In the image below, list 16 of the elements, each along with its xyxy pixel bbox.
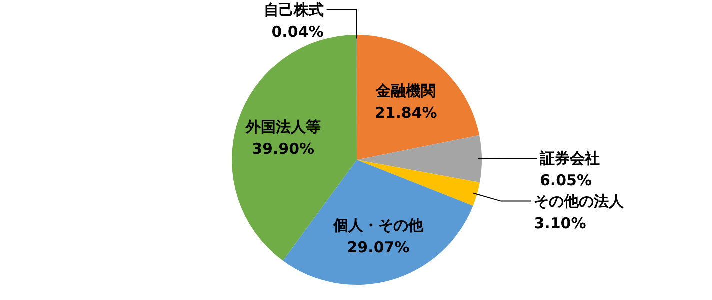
pie-slice	[283, 160, 474, 285]
slice-label: 個人・その他	[332, 216, 425, 234]
data-label: 39.90%	[252, 140, 315, 158]
data-label: 21.84%	[374, 104, 438, 122]
data-label: 6.05%	[540, 172, 592, 190]
pie-slice	[357, 135, 482, 183]
data-label: 3.10%	[534, 214, 586, 232]
slice-label: 金融機関	[375, 82, 436, 100]
pie-slice	[357, 160, 480, 206]
slice-label: その他の法人	[534, 192, 626, 210]
slice-label: 自己株式	[264, 1, 324, 19]
data-label: 29.07%	[347, 238, 410, 256]
slice-label: 証券会社	[538, 150, 600, 168]
slice-label: 外国法人等	[244, 118, 321, 136]
data-label: 0.04%	[272, 23, 324, 41]
pie-slice	[357, 35, 480, 160]
